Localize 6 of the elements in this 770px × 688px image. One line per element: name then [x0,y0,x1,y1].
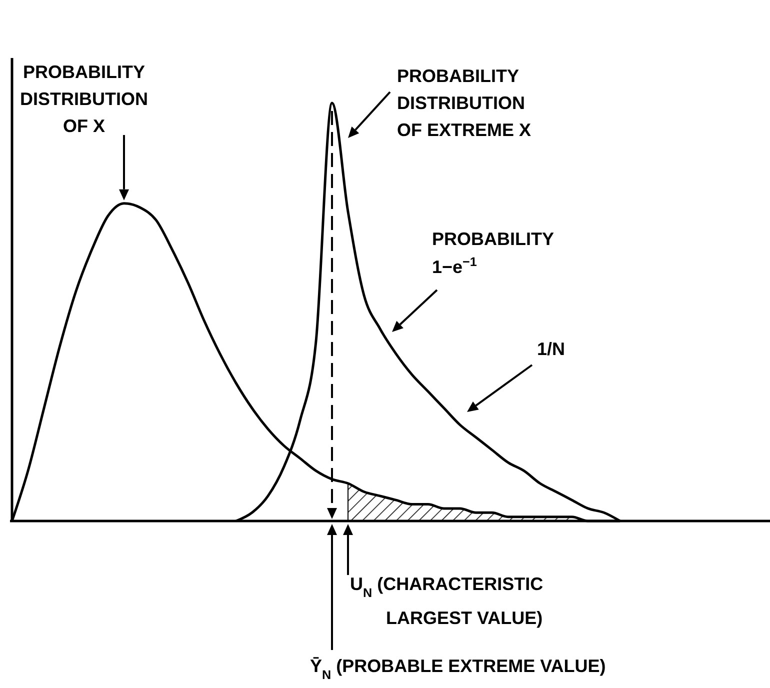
annotation: PROBABILITY DISTRIBUTION OF X [20,62,148,136]
text: Ȳ$_{N}$ (PROBABLE EXTREME VALUE) [310,656,606,682]
annotation: 1/N [537,339,566,359]
annotation: PROBABILITY 1−e$^{−1}$ [432,229,554,277]
annotation: PROBABILITY DISTRIBUTION OF EXTREME X [397,66,532,140]
text: U$_{N}$ (CHARACTERISTIC LARGEST VALUE) [350,574,544,628]
